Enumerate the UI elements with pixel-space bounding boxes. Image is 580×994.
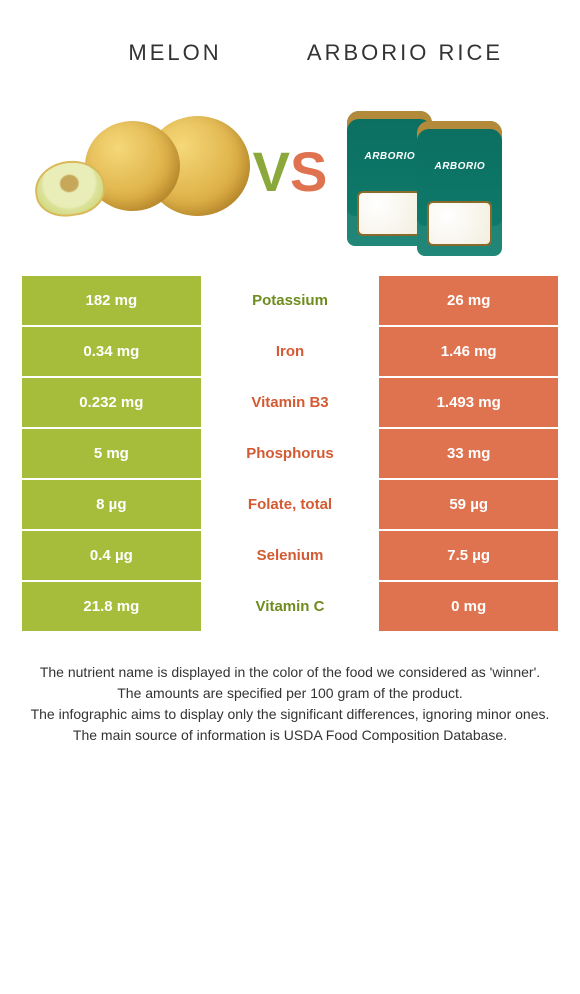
value-right: 59 µg — [379, 480, 558, 529]
header: MELON ARBORIO RICE — [0, 0, 580, 86]
melon-image — [30, 91, 243, 251]
nutrient-name: Vitamin B3 — [201, 378, 380, 427]
comparison-table: 182 mgPotassium26 mg0.34 mgIron1.46 mg0.… — [0, 276, 580, 633]
table-row: 0.34 mgIron1.46 mg — [22, 327, 558, 378]
nutrient-name: Iron — [201, 327, 380, 376]
bag-label: ARBORIO — [422, 161, 497, 172]
nutrient-name: Folate, total — [201, 480, 380, 529]
value-left: 0.4 µg — [22, 531, 201, 580]
value-left: 182 mg — [22, 276, 201, 325]
value-right: 1.46 mg — [379, 327, 558, 376]
value-right: 0 mg — [379, 582, 558, 631]
footnote-line: The nutrient name is displayed in the co… — [25, 663, 555, 682]
value-left: 5 mg — [22, 429, 201, 478]
title-left: MELON — [60, 40, 290, 66]
vs-s: S — [290, 140, 327, 203]
value-left: 0.34 mg — [22, 327, 201, 376]
hero-row: VS ARBORIO ARBORIO — [0, 86, 580, 276]
bag-label: ARBORIO — [352, 151, 427, 162]
nutrient-name: Phosphorus — [201, 429, 380, 478]
vs-v: V — [253, 140, 290, 203]
value-left: 21.8 mg — [22, 582, 201, 631]
title-right: ARBORIO RICE — [290, 40, 520, 66]
table-row: 0.232 mgVitamin B31.493 mg — [22, 378, 558, 429]
table-row: 21.8 mgVitamin C0 mg — [22, 582, 558, 633]
footnote-line: The infographic aims to display only the… — [25, 705, 555, 724]
table-row: 182 mgPotassium26 mg — [22, 276, 558, 327]
footnotes: The nutrient name is displayed in the co… — [0, 633, 580, 745]
table-row: 0.4 µgSelenium7.5 µg — [22, 531, 558, 582]
value-right: 26 mg — [379, 276, 558, 325]
rice-image: ARBORIO ARBORIO — [337, 91, 550, 251]
nutrient-name: Selenium — [201, 531, 380, 580]
table-row: 5 mgPhosphorus33 mg — [22, 429, 558, 480]
value-left: 8 µg — [22, 480, 201, 529]
footnote-line: The main source of information is USDA F… — [25, 726, 555, 745]
vs-label: VS — [243, 139, 338, 204]
value-right: 1.493 mg — [379, 378, 558, 427]
value-right: 7.5 µg — [379, 531, 558, 580]
value-right: 33 mg — [379, 429, 558, 478]
nutrient-name: Potassium — [201, 276, 380, 325]
nutrient-name: Vitamin C — [201, 582, 380, 631]
footnote-line: The amounts are specified per 100 gram o… — [25, 684, 555, 703]
value-left: 0.232 mg — [22, 378, 201, 427]
table-row: 8 µgFolate, total59 µg — [22, 480, 558, 531]
